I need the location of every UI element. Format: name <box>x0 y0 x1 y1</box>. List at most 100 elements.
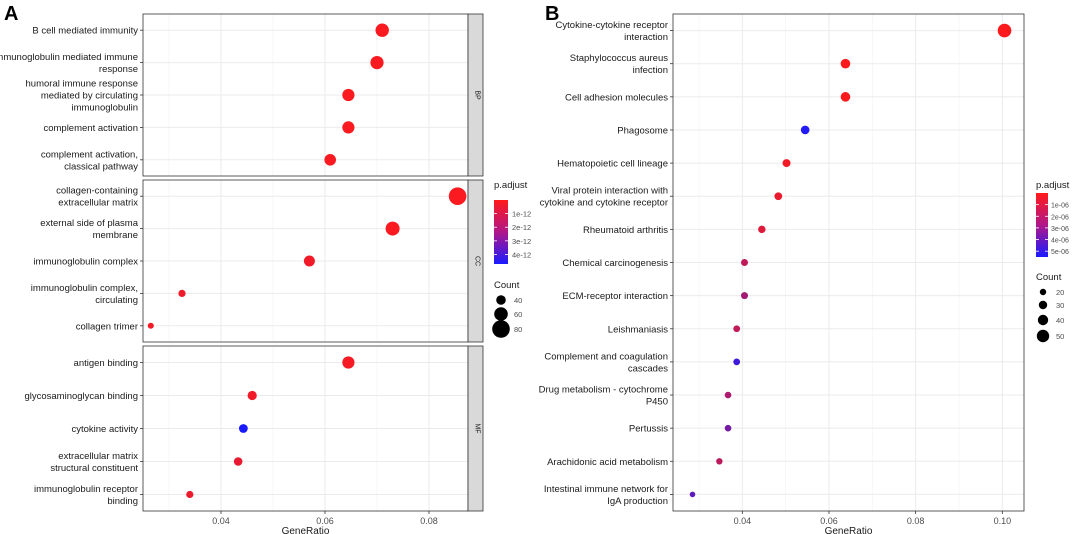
y-tick-label-line: immunoglobulin mediated immune <box>0 52 138 63</box>
y-tick-label: Intestinal immune network for IgA product… <box>544 484 668 507</box>
y-tick-label: extracellular matrix structural constitue… <box>50 451 138 474</box>
legend-size-label: 40 <box>514 296 522 305</box>
y-tick-label-line: B cell mediated immunity <box>32 26 138 37</box>
facet-cc: collagen-containing extracellular matrixe… <box>31 179 484 343</box>
legend-colorbar <box>494 200 508 264</box>
y-tick-label-line: immunoglobulin <box>71 103 138 114</box>
x-tick-label: 0.08 <box>420 516 438 526</box>
y-tick-label-line: cytokine activity <box>71 424 138 435</box>
data-point <box>233 457 243 466</box>
y-tick-label: Chemical carcinogenesis <box>562 258 668 269</box>
y-tick-label: collagen-containing extracellular matrix <box>56 186 138 209</box>
facet-strip-label: BP <box>474 90 481 100</box>
data-point <box>238 424 248 433</box>
facet-strip <box>467 13 484 177</box>
legend-color-title: p.adjust <box>494 180 528 191</box>
y-tick-label-line: structural constituent <box>50 463 138 474</box>
y-tick-label-line: ECM-receptor interaction <box>562 291 668 302</box>
y-tick-label-line: Viral protein interaction with <box>551 186 668 197</box>
y-tick-label: Staphylococcus aureus infection <box>570 53 668 76</box>
y-tick-label-line: extracellular matrix <box>58 451 138 462</box>
y-tick-label-line: Pertussis <box>629 424 668 435</box>
legend-color-title: p.adjust <box>1036 180 1070 191</box>
y-tick-label-line: infection <box>633 65 668 76</box>
y-tick-label-line: cytokine and cytokine receptor <box>540 198 668 209</box>
y-tick-label: Arachidonic acid metabolism <box>547 457 668 468</box>
legend-colorbar-label: 1e-06 <box>1051 203 1069 210</box>
y-tick-label-line: Rheumatoid arthritis <box>583 225 668 236</box>
data-point <box>782 159 791 168</box>
x-tick-label: 0.04 <box>734 516 752 526</box>
legend-size-title: Count <box>1036 272 1062 283</box>
legend-size-circle <box>496 295 506 305</box>
y-tick-label-line: immunoglobulin complex <box>33 257 138 268</box>
data-point <box>733 325 741 333</box>
y-tick-label: Cytokine-cytokine receptor interaction <box>556 20 668 43</box>
y-tick-label: Pertussis <box>629 424 668 435</box>
data-point <box>324 154 337 166</box>
y-tick-label-line: Cytokine-cytokine receptor <box>556 20 668 31</box>
y-tick-label-line: Leishmaniasis <box>608 324 668 335</box>
y-tick-label: complement activation <box>43 123 138 134</box>
legend-size-label: 20 <box>1056 288 1064 297</box>
data-point <box>178 289 186 297</box>
y-tick-label-line: collagen-containing <box>56 186 138 197</box>
y-tick-label: collagen trimer <box>76 321 138 332</box>
plot-panel-border <box>672 13 1025 512</box>
y-tick-label-line: cascades <box>628 363 668 374</box>
facet-mf: antigen binding glycosaminoglycan binding… <box>24 345 484 512</box>
data-point <box>448 187 467 205</box>
y-tick-label-line: extracellular matrix <box>58 198 138 209</box>
data-point <box>375 23 389 37</box>
y-tick-label-line: Intestinal immune network for <box>544 484 668 495</box>
y-tick-label-line: response <box>99 64 138 75</box>
y-tick-label: immunoglobulin receptor binding <box>34 484 138 507</box>
facet-strip-label: CC <box>474 256 481 266</box>
y-tick-label: Hematopoietic cell lineage <box>557 159 668 170</box>
y-tick-label-line: Chemical carcinogenesis <box>562 258 668 269</box>
panel-b-letter: B <box>545 3 559 25</box>
data-point <box>186 490 194 499</box>
x-tick-label: 0.06 <box>820 516 838 526</box>
y-tick-label: Leishmaniasis <box>608 324 668 335</box>
data-point <box>342 356 355 369</box>
legend-size-label: 30 <box>1056 301 1064 310</box>
data-point <box>385 221 400 236</box>
y-tick-label: Cell adhesion molecules <box>565 92 668 103</box>
data-point <box>997 23 1012 38</box>
data-point <box>303 255 315 267</box>
legend-size-circle <box>494 307 508 321</box>
legend-colorbar-label: 4e-12 <box>512 250 531 259</box>
y-tick-label: ECM-receptor interaction <box>562 291 668 302</box>
legend-size-circle <box>492 320 510 338</box>
data-point <box>800 125 810 135</box>
x-tick-label: 0.10 <box>994 516 1012 526</box>
data-point <box>247 390 257 401</box>
y-tick-label: humoral immune response mediated by circu… <box>26 79 138 114</box>
y-tick-label: immunoglobulin complex, circulating <box>31 283 138 306</box>
data-point <box>689 491 696 498</box>
data-point <box>758 225 766 234</box>
legend-colorbar-label: 2e-06 <box>1051 214 1069 221</box>
legend-size-label: 60 <box>514 310 522 319</box>
x-axis-title: GeneRatio <box>825 526 873 534</box>
legend-size-label: 50 <box>1056 332 1064 341</box>
y-tick-label-line: Staphylococcus aureus <box>570 53 668 64</box>
y-tick-label-line: IgA production <box>607 496 668 507</box>
data-point <box>716 458 723 465</box>
x-tick-label: 0.06 <box>316 516 334 526</box>
y-tick-label-line: complement activation <box>43 123 138 134</box>
y-tick-label: Rheumatoid arthritis <box>583 225 668 236</box>
x-axis-title: GeneRatio <box>282 526 330 534</box>
y-tick-label-line: external side of plasma <box>40 218 138 229</box>
y-tick-label-line: complement activation, <box>41 149 138 160</box>
legend-colorbar-label: 3e-12 <box>512 237 531 246</box>
y-tick-label: antigen binding <box>74 358 138 369</box>
y-tick-label-line: membrane <box>93 230 138 241</box>
data-point <box>774 192 783 201</box>
legend-colorbar-label: 3e-06 <box>1051 226 1069 233</box>
y-tick-label-line: P450 <box>646 397 668 408</box>
x-tick-label: 0.08 <box>907 516 925 526</box>
y-tick-label-line: Hematopoietic cell lineage <box>557 159 668 170</box>
